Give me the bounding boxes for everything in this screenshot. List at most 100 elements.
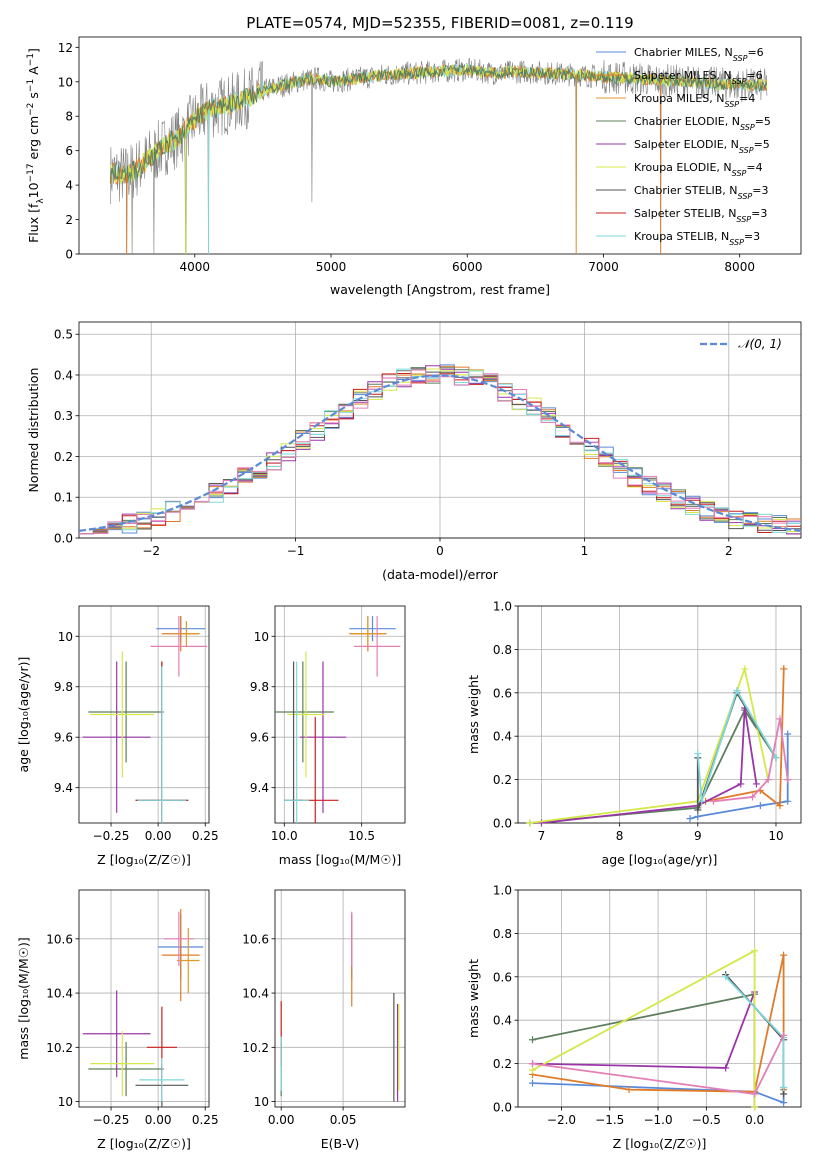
legend-sub: SSP bbox=[736, 215, 751, 224]
weight-marker-salpeter_miles bbox=[780, 665, 788, 673]
y-tick-label: 9.4 bbox=[250, 781, 269, 795]
y-tick-label: 10.4 bbox=[242, 987, 269, 1001]
weight-marker-pink bbox=[709, 797, 717, 805]
y-tick-label: 0.4 bbox=[54, 368, 73, 382]
legend-sub: SSP bbox=[732, 77, 747, 86]
legend-label: Kroupa STELIB, N bbox=[634, 230, 729, 243]
legend-label: Chabrier ELODIE, N bbox=[634, 115, 740, 128]
x-tick-label: 7 bbox=[538, 829, 546, 843]
x-tick-label: −2 bbox=[142, 544, 160, 558]
weight-marker-kroupa_stelib bbox=[722, 973, 730, 981]
x-tick-label: 10.5 bbox=[348, 829, 375, 843]
y-tick-label: 2 bbox=[65, 213, 73, 227]
y-axis-label-part: Flux [f bbox=[26, 203, 41, 243]
x-tick-label: −2.0 bbox=[547, 1113, 576, 1127]
y-tick-label: 9.4 bbox=[54, 781, 73, 795]
axes-weight_vs_Z: −2.0 −1.5 −1.0 −0.5 0.0 0.0 0.2 0.4 0.6 0.8 1.0 Z [… bbox=[466, 884, 802, 1151]
weight-marker-kroupa_elodie bbox=[528, 1066, 536, 1074]
y-tick-label: 10 bbox=[58, 1095, 73, 1109]
x-tick-label: 0.25 bbox=[192, 1113, 219, 1127]
x-tick-label: 0.00 bbox=[268, 1113, 295, 1127]
weight-marker-kroupa_elodie bbox=[751, 947, 759, 955]
y-axis-label-part: −17 bbox=[26, 163, 36, 182]
weight-marker-chabrier_miles bbox=[784, 730, 792, 738]
y-tick-label: 10.2 bbox=[46, 1041, 73, 1055]
weight-marker-kroupa_stelib bbox=[698, 797, 706, 805]
x-axis-label: Z [log₁₀(Z/Z☉)] bbox=[613, 1136, 707, 1151]
x-axis-label: E(B-V) bbox=[321, 1136, 360, 1151]
y-axis-label-part: −1 bbox=[26, 53, 36, 66]
legend-suffix: =5 bbox=[755, 115, 771, 128]
y-axis-label-part: λ bbox=[36, 198, 46, 204]
y-tick-label: 0.1 bbox=[54, 491, 73, 505]
y-axis-label: Flux [fλ10−17 erg cm−2 s−1 A−1] bbox=[26, 48, 46, 243]
y-tick-label: 1.0 bbox=[493, 600, 512, 614]
x-tick-label: 10.0 bbox=[271, 829, 298, 843]
x-tick-label: −0.25 bbox=[93, 829, 130, 843]
weight-marker-salpeter_elodie bbox=[722, 1064, 730, 1072]
weight-marker-chabrier_stelib bbox=[780, 1090, 788, 1098]
legend-entry: Salpeter MILES, NSSP=6 bbox=[634, 69, 763, 86]
legend-suffix: =3 bbox=[751, 207, 767, 220]
weight-marker-salpeter_elodie bbox=[737, 780, 745, 788]
x-axis-label: wavelength [Angstrom, rest frame] bbox=[330, 282, 550, 297]
weight-marker-kroupa_stelib bbox=[733, 687, 741, 695]
x-tick-label: −1 bbox=[287, 544, 305, 558]
weight-marker-salpeter_miles bbox=[625, 1086, 633, 1094]
weight-marker-chabrier_miles bbox=[686, 815, 694, 823]
weight-line-salpeter_miles bbox=[705, 668, 785, 808]
x-tick-label: 7000 bbox=[588, 260, 619, 274]
legend-entry: Kroupa MILES, NSSP=4 bbox=[634, 92, 755, 109]
y-tick-label: 10 bbox=[254, 630, 269, 644]
legend-label-normal: 𝒩(0, 1) bbox=[738, 337, 782, 351]
y-tick-label: 10.6 bbox=[46, 932, 73, 946]
weight-marker-chabrier_miles bbox=[784, 797, 792, 805]
y-tick-label: 0 bbox=[65, 248, 73, 262]
y-tick-label: 0.6 bbox=[493, 686, 512, 700]
weight-marker-kroupa_elodie bbox=[526, 819, 534, 827]
y-axis-label: mass [log₁₀(M/M☉)] bbox=[16, 937, 31, 1059]
axes-frame bbox=[517, 889, 802, 1108]
x-tick-label: 8 bbox=[616, 829, 624, 843]
y-axis-label-part: s bbox=[26, 92, 41, 103]
model-line-chabrier_elodie bbox=[109, 63, 768, 185]
x-axis-label: Z [log₁₀(Z/Z☉)] bbox=[97, 852, 191, 867]
weight-marker-pink bbox=[749, 793, 757, 801]
legend-suffix: =5 bbox=[754, 138, 770, 151]
x-tick-label: 0.00 bbox=[145, 1113, 172, 1127]
legend-suffix: =3 bbox=[744, 230, 760, 243]
weight-marker-salpeter_miles bbox=[776, 802, 784, 810]
axes-frame bbox=[274, 605, 406, 824]
weight-marker-kroupa_stelib bbox=[772, 754, 780, 762]
weight-marker-chabrier_stelib bbox=[694, 806, 702, 814]
weight-marker-pink bbox=[751, 1090, 759, 1098]
axes-weight_vs_age: 7 8 9 10 0.0 0.2 0.4 0.6 0.8 1.0 age [log₁₀(age/yr… bbox=[466, 600, 802, 867]
y-axis-label-part: erg cm bbox=[26, 116, 41, 164]
y-tick-label: 1.0 bbox=[493, 884, 512, 898]
weight-marker-chabrier_miles bbox=[694, 812, 702, 820]
y-tick-label: 0.2 bbox=[493, 1057, 512, 1071]
x-tick-label: 1 bbox=[581, 544, 589, 558]
y-tick-label: 12 bbox=[58, 41, 73, 55]
hist-step-pink bbox=[79, 369, 801, 535]
y-tick-label: 0.0 bbox=[493, 817, 512, 831]
axes-frame bbox=[78, 36, 802, 255]
axes-mass_vs_Z: −0.25 0.00 0.25 10 10.2 10.4 10.6 Z [log₁₀(Z/Z☉… bbox=[16, 889, 219, 1151]
legend-entry: Salpeter STELIB, NSSP=3 bbox=[634, 207, 767, 224]
y-tick-label: 0.0 bbox=[493, 1101, 512, 1115]
y-tick-label: 9.8 bbox=[250, 680, 269, 694]
y-tick-label: 0.2 bbox=[54, 450, 73, 464]
x-axis-label: (data-model)/error bbox=[382, 567, 499, 582]
legend-suffix: =4 bbox=[746, 161, 762, 174]
y-tick-label: 10 bbox=[58, 75, 73, 89]
model-line-kroupa_elodie bbox=[109, 63, 768, 185]
x-tick-label: 6000 bbox=[452, 260, 483, 274]
y-tick-label: 10 bbox=[254, 1095, 269, 1109]
weight-marker-kroupa_stelib bbox=[780, 1083, 788, 1091]
y-axis-label-part: 10 bbox=[26, 182, 41, 198]
x-tick-label: 0 bbox=[436, 544, 444, 558]
y-tick-label: 0.0 bbox=[54, 532, 73, 546]
weight-marker-pink bbox=[780, 1031, 788, 1039]
y-tick-label: 0.4 bbox=[493, 730, 512, 744]
